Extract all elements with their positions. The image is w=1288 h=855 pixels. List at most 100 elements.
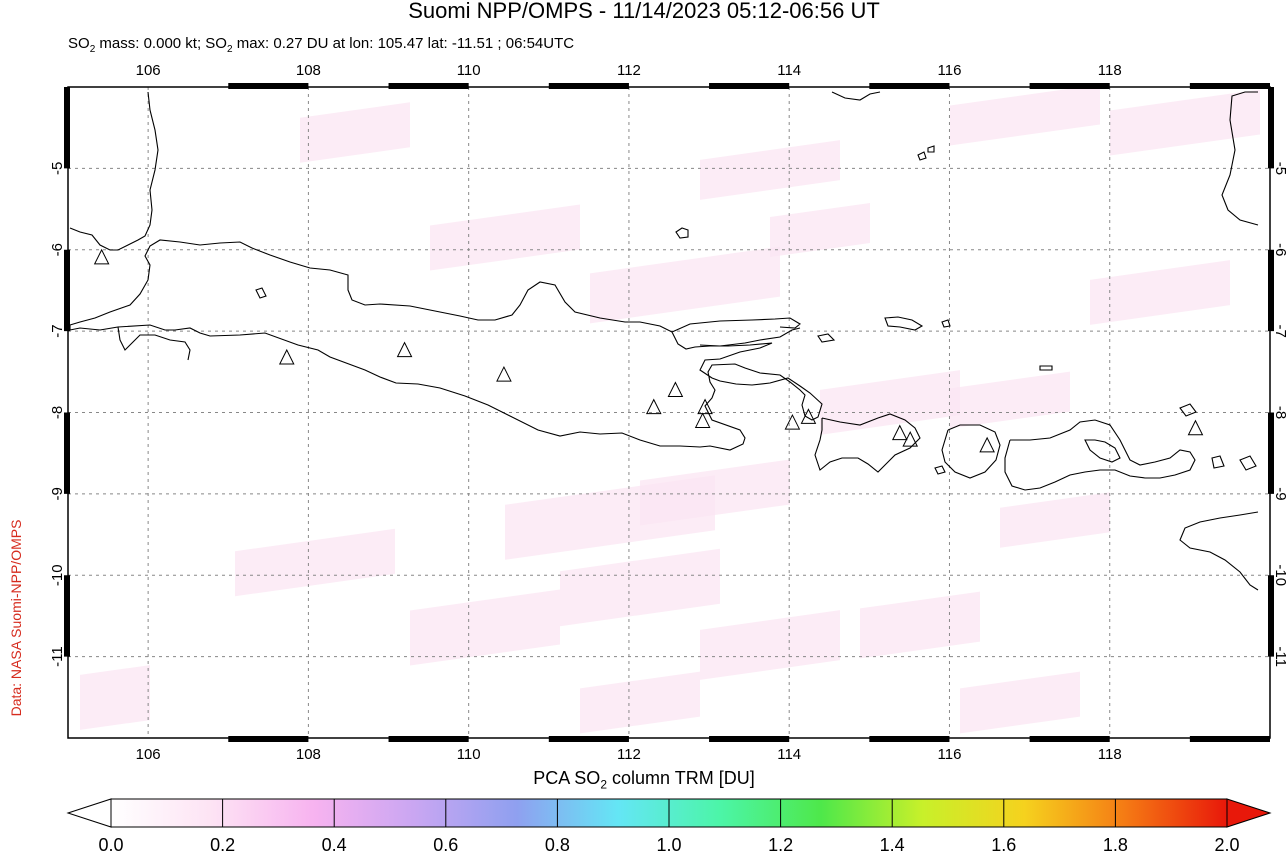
frame-bar-top-111 bbox=[548, 83, 629, 89]
lat-label-left--9: -9 bbox=[49, 487, 66, 500]
so2-pixel-3 bbox=[700, 140, 840, 200]
lat-label-right--5: -5 bbox=[1272, 162, 1288, 175]
bali bbox=[814, 413, 921, 473]
java-coast bbox=[117, 317, 823, 451]
cb-tick-1.6: 1.6 bbox=[991, 835, 1016, 855]
so2-pixel-0 bbox=[300, 102, 410, 163]
so2-pixel-11 bbox=[700, 610, 840, 680]
lon-label-bottom-116: 116 bbox=[938, 746, 962, 763]
axis-labels: 106 106 108 108 110 110 112 112 114 114 116 116 118 1… bbox=[49, 62, 1288, 763]
lon-label-bottom-106: 106 bbox=[136, 746, 161, 763]
lat-label-left--11: -11 bbox=[49, 646, 66, 667]
volcano-triangle-4 bbox=[645, 398, 662, 415]
so2-pixel-5 bbox=[1110, 89, 1260, 156]
so2-pixel-19 bbox=[960, 671, 1080, 734]
small-island-6 bbox=[1239, 455, 1257, 471]
frame-bar-top-119 bbox=[1189, 83, 1270, 89]
frame-bar-right--5 bbox=[1268, 87, 1274, 169]
volcano-triangle-2 bbox=[396, 341, 413, 358]
cb-tick-0.6: 0.6 bbox=[433, 835, 458, 855]
sumbawa bbox=[1004, 419, 1196, 491]
summary-sub2: 2 bbox=[226, 44, 233, 55]
sumatra-tip bbox=[69, 91, 159, 251]
cb-tick-0.0: 0.0 bbox=[98, 835, 123, 855]
cbar-title-suffix: column TRM [DU] bbox=[607, 768, 755, 788]
colorbar-right-arrow bbox=[1226, 798, 1272, 828]
cbar-title-sub: 2 bbox=[600, 777, 607, 792]
lat-label-left--10: -10 bbox=[49, 564, 66, 586]
lat-label-right--10: -10 bbox=[1272, 564, 1288, 586]
lon-label-bottom-108: 108 bbox=[296, 746, 321, 763]
frame-bar-bottom-111 bbox=[548, 736, 629, 742]
summary-rest: max: 0.27 DU at lon: 105.47 lat: -11.51 … bbox=[232, 35, 575, 52]
colorbar-left-arrow bbox=[66, 798, 112, 828]
volcano-markers bbox=[93, 248, 1204, 453]
lat-label-right--8: -8 bbox=[1272, 406, 1288, 419]
frame-bar-right--11 bbox=[1268, 575, 1274, 657]
volcano-triangle-13 bbox=[1187, 419, 1204, 436]
colorbar-ticks: 0.0 0.2 0.4 0.6 0.8 1.0 1.2 1.4 1.6 1.8 2.0 bbox=[98, 799, 1240, 855]
volcano-triangle-6 bbox=[697, 398, 713, 415]
lat-label-left--8: -8 bbox=[49, 406, 66, 419]
small-island-7 bbox=[1211, 455, 1225, 469]
volcano-triangle-1 bbox=[278, 348, 295, 365]
frame-bar-left--5 bbox=[64, 87, 70, 169]
volcano-triangle-11 bbox=[902, 431, 919, 447]
cb-tick-1.0: 1.0 bbox=[656, 835, 681, 855]
volcano-triangle-12 bbox=[979, 436, 995, 453]
lat-label-left--7: -7 bbox=[49, 324, 66, 337]
cb-tick-2.0: 2.0 bbox=[1214, 835, 1239, 855]
cb-tick-1.8: 1.8 bbox=[1103, 835, 1128, 855]
so2-pixel-18 bbox=[235, 528, 395, 597]
cb-tick-0.2: 0.2 bbox=[210, 835, 235, 855]
so2-pixel-20 bbox=[770, 202, 870, 258]
frame-bar-bottom-113 bbox=[709, 736, 790, 742]
cb-tick-1.2: 1.2 bbox=[768, 835, 793, 855]
so2-pixel-8 bbox=[640, 459, 790, 526]
small-island-9 bbox=[1039, 365, 1053, 371]
frame-bar-top-109 bbox=[388, 83, 469, 89]
frame-bar-right--9 bbox=[1268, 412, 1274, 494]
volcano-triangle-0 bbox=[93, 248, 110, 265]
lon-label-bottom-110: 110 bbox=[457, 746, 481, 763]
small-island-4 bbox=[817, 333, 836, 343]
cb-tick-1.4: 1.4 bbox=[880, 835, 905, 855]
sumba bbox=[1179, 511, 1259, 591]
map-frame bbox=[67, 86, 1271, 739]
lon-label-top-112: 112 bbox=[617, 62, 641, 79]
nusa-penida bbox=[934, 465, 946, 475]
summary-prefix: SO bbox=[68, 35, 90, 52]
lombok bbox=[941, 424, 1001, 479]
volcano-triangle-9 bbox=[800, 408, 817, 424]
lon-label-top-116: 116 bbox=[938, 62, 962, 79]
so2-pixel-15 bbox=[950, 371, 1070, 429]
lon-label-top-114: 114 bbox=[777, 62, 801, 79]
summary-sub: 2 bbox=[89, 44, 96, 55]
summary-mid: mass: 0.000 kt; SO bbox=[95, 35, 227, 52]
sumbawa-bay bbox=[1084, 439, 1121, 463]
map-title: Suomi NPP/OMPS - 11/14/2023 05:12-06:56 … bbox=[408, 0, 880, 23]
lat-label-right--7: -7 bbox=[1272, 324, 1288, 337]
so2-pixel-12 bbox=[860, 591, 980, 659]
lat-label-right--9: -9 bbox=[1272, 487, 1288, 500]
cb-tick-0.8: 0.8 bbox=[545, 835, 570, 855]
volcano-triangle-8 bbox=[784, 413, 801, 430]
frame-bar-bottom-117 bbox=[1029, 736, 1110, 742]
so2-pixel-6 bbox=[1090, 260, 1230, 325]
sulawesi-south bbox=[1221, 91, 1259, 226]
so2-pixel-16 bbox=[80, 665, 150, 730]
lon-label-top-108: 108 bbox=[296, 62, 321, 79]
so2-pixel-14 bbox=[820, 370, 960, 435]
lat-label-left--5: -5 bbox=[49, 162, 66, 175]
colorbar: 0.0 0.2 0.4 0.6 0.8 1.0 1.2 1.4 1.6 1.8 2.0 bbox=[66, 798, 1272, 855]
frame-bar-top-107 bbox=[228, 83, 309, 89]
so2-pixel-2 bbox=[590, 246, 780, 324]
frame-bar-left--11 bbox=[64, 575, 70, 657]
frame-bar-bottom-119 bbox=[1189, 736, 1270, 742]
frame-bar-bottom-109 bbox=[388, 736, 469, 742]
small-island-1 bbox=[917, 151, 927, 161]
kangean bbox=[884, 316, 924, 331]
so2-pixel-1 bbox=[430, 204, 580, 271]
frame-bar-top-117 bbox=[1029, 83, 1110, 89]
